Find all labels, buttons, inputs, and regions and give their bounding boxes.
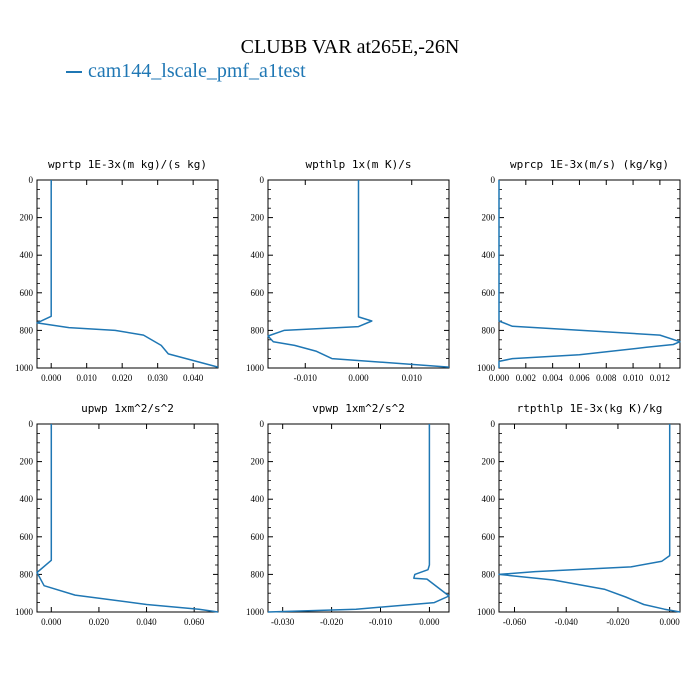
y-tick-label: 200 [20, 457, 34, 467]
y-tick-label: 1000 [477, 363, 496, 373]
x-tick-label: -0.010 [294, 373, 318, 383]
y-tick-label: 200 [251, 213, 265, 223]
x-tick-label: 0.010 [77, 373, 98, 383]
profile-line [267, 424, 450, 613]
x-tick-label: 0.040 [183, 373, 204, 383]
x-tick-label: 0.002 [516, 373, 536, 383]
page-title: CLUBB VAR at265E,-26N [240, 36, 460, 58]
x-tick-label: 0.010 [402, 373, 423, 383]
profile-line [36, 424, 219, 613]
profile-line [498, 424, 681, 613]
y-tick-label: 200 [482, 457, 496, 467]
x-tick-label: 0.040 [136, 617, 157, 627]
y-tick-label: 400 [482, 250, 496, 260]
x-tick-label: 0.000 [660, 617, 681, 627]
panel-title: upwp 1xm^2/s^2 [81, 402, 174, 415]
y-tick-label: 1000 [477, 607, 496, 617]
profile-line [498, 180, 681, 368]
x-tick-label: 0.004 [543, 373, 564, 383]
y-tick-label: 800 [482, 569, 496, 579]
x-tick-label: 0.010 [623, 373, 644, 383]
x-tick-label: 0.000 [41, 617, 62, 627]
y-tick-label: 800 [20, 325, 34, 335]
x-tick-label: 0.060 [184, 617, 205, 627]
y-tick-label: 400 [20, 250, 34, 260]
plot-frame [36, 423, 219, 613]
legend-label: cam144_lscale_pmf_a1test [88, 60, 306, 82]
chart-panel-3: wprcp 1E-3x(m/s) (kg/kg) 0 200 400 600 800 100… [477, 158, 681, 383]
plot-frame [498, 179, 681, 369]
legend-line-swatch [66, 71, 82, 74]
y-tick-label: 600 [251, 532, 265, 542]
y-tick-label: 1000 [15, 363, 34, 373]
legend: cam144_lscale_pmf_a1test [66, 60, 306, 83]
panel-title: rtpthlp 1E-3x(kg K)/kg [517, 402, 663, 415]
profile-line [267, 180, 450, 368]
y-tick-label: 1000 [15, 607, 34, 617]
x-tick-label: -0.010 [369, 617, 393, 627]
plot-frame [267, 423, 450, 613]
panel-title: vpwp 1xm^2/s^2 [312, 402, 405, 415]
y-tick-label: 200 [482, 213, 496, 223]
y-tick-label: 400 [482, 494, 496, 504]
x-tick-label: 0.000 [489, 373, 510, 383]
x-tick-label: 0.006 [569, 373, 590, 383]
y-tick-label: 400 [20, 494, 34, 504]
y-tick-label: 1000 [246, 607, 265, 617]
chart-panel-5: vpwp 1xm^2/s^2 0 200 400 600 800 1000 -0.030 -0.… [246, 402, 450, 627]
plot-frame [36, 179, 219, 369]
panel-title: wprcp 1E-3x(m/s) (kg/kg) [510, 158, 669, 171]
y-tick-label: 800 [251, 325, 265, 335]
y-tick-label: 600 [482, 532, 496, 542]
chart-panel-4: upwp 1xm^2/s^2 0 200 400 600 800 1000 0.000 0.02… [15, 402, 219, 627]
x-tick-label: 0.020 [112, 373, 133, 383]
y-tick-label: 800 [20, 569, 34, 579]
x-tick-label: 0.030 [148, 373, 169, 383]
y-tick-label: 600 [251, 288, 265, 298]
chart-panel-1: wprtp 1E-3x(m kg)/(s kg) 0 200 400 600 800 100… [15, 158, 219, 383]
x-tick-label: -0.040 [555, 617, 579, 627]
y-tick-label: 0 [491, 419, 496, 429]
y-tick-label: 0 [260, 419, 265, 429]
x-tick-label: 0.020 [89, 617, 110, 627]
panel-title: wpthlp 1x(m K)/s [306, 158, 412, 171]
y-tick-label: 800 [251, 569, 265, 579]
y-tick-label: 200 [20, 213, 34, 223]
y-tick-label: 400 [251, 250, 265, 260]
chart-panel-6: rtpthlp 1E-3x(kg K)/kg02004006008001000-… [477, 402, 681, 627]
panel-title: wprtp 1E-3x(m kg)/(s kg) [48, 158, 207, 171]
x-tick-label: -0.020 [606, 617, 630, 627]
x-tick-label: -0.060 [503, 617, 527, 627]
x-tick-label: 0.000 [348, 373, 369, 383]
y-tick-label: 1000 [246, 363, 265, 373]
chart-panel-2: wpthlp 1x(m K)/s 0 200 400 600 800 1000 -0.010 0… [246, 158, 450, 383]
y-tick-label: 0 [260, 175, 265, 185]
y-tick-label: 0 [491, 175, 496, 185]
y-tick-label: 600 [20, 532, 34, 542]
y-tick-label: 0 [29, 175, 34, 185]
y-tick-label: 400 [251, 494, 265, 504]
x-tick-label: 0.000 [419, 617, 440, 627]
x-tick-label: -0.030 [271, 617, 295, 627]
x-tick-label: 0.008 [596, 373, 617, 383]
profile-line [36, 180, 219, 368]
y-tick-label: 600 [482, 288, 496, 298]
y-tick-label: 800 [482, 325, 496, 335]
y-tick-label: 600 [20, 288, 34, 298]
y-tick-label: 0 [29, 419, 34, 429]
plot-frame [498, 423, 681, 613]
y-tick-label: 200 [251, 457, 265, 467]
x-tick-label: 0.012 [650, 373, 670, 383]
x-tick-label: 0.000 [41, 373, 62, 383]
x-tick-label: -0.020 [320, 617, 344, 627]
